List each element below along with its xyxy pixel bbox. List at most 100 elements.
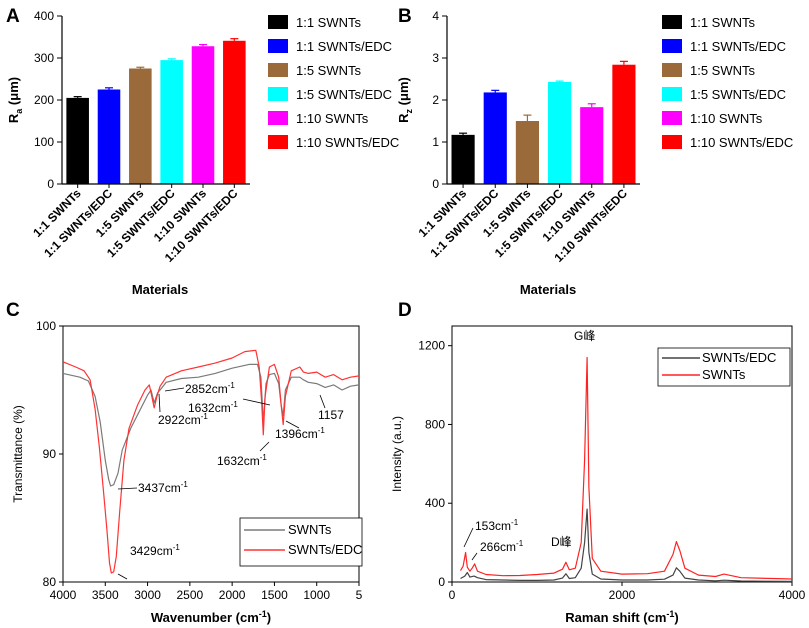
y-tick-label: 80 — [43, 575, 57, 589]
bar — [612, 64, 636, 184]
bar — [97, 89, 121, 184]
x-tick-label: 5 — [356, 588, 363, 602]
y-tick-label: 90 — [43, 447, 57, 461]
legend-label: 1:5 SWNTs/EDC — [690, 87, 786, 102]
bar — [223, 40, 246, 184]
x-tick-label: 3000 — [134, 588, 161, 602]
bar — [451, 134, 475, 184]
y-tick-label: 300 — [34, 51, 54, 65]
bar — [191, 46, 215, 184]
legend-label: 1:10 SWNTs — [690, 111, 763, 126]
x-tick-label: 1500 — [261, 588, 288, 602]
annotation-3437: 3437cm-1 — [138, 480, 188, 495]
bar — [483, 92, 507, 184]
annotation-arrow — [164, 387, 185, 392]
annotation-2922: 2922cm-1 — [158, 412, 208, 427]
y-tick-label: 1 — [432, 135, 439, 149]
x-tick-label: 4000 — [50, 588, 77, 602]
legend-label: 1:5 SWNTs/EDC — [296, 87, 392, 102]
legend-label-swnts-edc: SWNTs/EDC — [702, 350, 776, 365]
legend-label: 1:1 SWNTs/EDC — [690, 39, 786, 54]
legend-swatch — [268, 111, 288, 125]
x-tick-label: 1000 — [303, 588, 330, 602]
annotation-arrow — [463, 527, 474, 548]
x-tick-label: 4000 — [779, 588, 806, 602]
y-tick-label: 400 — [34, 9, 54, 23]
legend-swatch — [662, 111, 682, 125]
legend-swatch — [662, 15, 682, 29]
x-tick-label: 0 — [449, 588, 456, 602]
panel-c-annotations — [117, 387, 326, 580]
series-line-swnts — [62, 363, 360, 487]
bar — [548, 81, 572, 184]
legend-label: 1:1 SWNTs/EDC — [296, 39, 392, 54]
panel-d-legend: SWNTs/EDC SWNTs — [657, 347, 791, 387]
y-tick-label: 0 — [47, 177, 54, 191]
annotation-arrow — [117, 487, 138, 490]
y-tick-label: 2 — [432, 93, 439, 107]
legend-label-swnts: SWNTs — [288, 522, 332, 537]
y-tick-label: 400 — [425, 496, 445, 510]
legend-label: 1:5 SWNTs — [690, 63, 756, 78]
legend-label: 1:1 SWNTs — [690, 15, 756, 30]
annotation-arrow — [242, 398, 271, 406]
legend-label: 1:10 SWNTs/EDC — [296, 135, 399, 150]
annotation-g-peak: G峰 — [574, 329, 595, 343]
y-tick-label: 1200 — [418, 339, 445, 353]
legend-label-swnts-edc: SWNTs/EDC — [288, 542, 362, 557]
annotation-arrow — [319, 394, 326, 409]
legend-swatch — [268, 15, 288, 29]
series-line-swnts-edc — [460, 508, 793, 582]
panel-c: C 4000 3500 3000 2500 2000 1500 1000 5 80 90 100 W… — [6, 300, 363, 625]
y-tick-label: 100 — [34, 135, 54, 149]
panel-c-y-label: Transmittance (%) — [11, 405, 25, 503]
panel-d-y-label: Intensity (a.u.) — [390, 416, 404, 492]
panel-a-x-label: Materials — [132, 282, 188, 297]
panel-d-x-label: Raman shift (cm-1) — [565, 609, 679, 625]
panel-d-letter: D — [398, 300, 412, 321]
x-tick-label: 3500 — [92, 588, 119, 602]
legend-label: 1:10 SWNTs/EDC — [690, 135, 793, 150]
panel-b-letter: B — [398, 6, 412, 27]
panel-b-legend: 1:1 SWNTs 1:1 SWNTs/EDC 1:5 SWNTs 1:5 SWNTs… — [662, 15, 793, 150]
y-tick-label: 0 — [438, 575, 445, 589]
annotation-266: 266cm-1 — [480, 539, 524, 554]
legend-box — [657, 347, 791, 387]
panel-c-x-label: Wavenumber (cm-1) — [151, 609, 271, 625]
series-line-swnts — [459, 356, 793, 580]
legend-swatch — [662, 87, 682, 101]
legend-swatch — [268, 63, 288, 77]
panel-a: A 0 100 200 300 400 1:1 SWNTs 1:1 SWNTs/EDC 1:… — [6, 6, 399, 297]
panel-d: D 0 2000 4000 0 400 800 1200 Raman shift (cm-1… — [390, 300, 806, 625]
annotation-2852: 2852cm-1 — [185, 381, 235, 396]
annotation-arrow — [471, 552, 478, 561]
panel-c-letter: C — [6, 300, 20, 321]
x-tick-label: 2000 — [219, 588, 246, 602]
panel-a-legend: 1:1 SWNTs 1:1 SWNTs/EDC 1:5 SWNTs 1:5 SWNTs… — [268, 15, 399, 150]
series-line-swnts-edc — [62, 349, 360, 574]
legend-swatch — [662, 135, 682, 149]
y-tick-label: 0 — [432, 177, 439, 191]
annotation-arrow — [259, 441, 270, 452]
annotation-3429: 3429cm-1 — [130, 543, 180, 558]
y-tick-label: 800 — [425, 417, 445, 431]
panel-c-legend: SWNTs SWNTs/EDC — [239, 517, 363, 567]
legend-swatch — [662, 39, 682, 53]
legend-swatch — [662, 63, 682, 77]
panel-a-letter: A — [6, 6, 20, 27]
y-tick-label: 3 — [432, 51, 439, 65]
panel-d-annotations — [463, 527, 478, 561]
y-tick-label: 100 — [36, 319, 56, 333]
bar — [66, 97, 89, 184]
annotation-arrow — [158, 393, 161, 413]
legend-label: 1:10 SWNTs — [296, 111, 369, 126]
panel-b-y-label: Rz (μm) — [396, 77, 414, 123]
legend-swatch — [268, 87, 288, 101]
annotation-1157: 1157 — [318, 408, 344, 422]
legend-label: 1:1 SWNTs — [296, 15, 362, 30]
legend-swatch — [268, 39, 288, 53]
bar — [129, 68, 152, 184]
annotation-arrow — [285, 420, 300, 429]
y-tick-label: 200 — [34, 93, 54, 107]
